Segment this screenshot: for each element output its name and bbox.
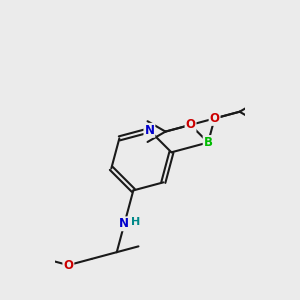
Text: N: N bbox=[144, 124, 154, 137]
Text: O: O bbox=[210, 112, 220, 125]
Text: H: H bbox=[131, 217, 140, 227]
Text: O: O bbox=[63, 259, 74, 272]
Text: B: B bbox=[204, 136, 213, 149]
Text: N: N bbox=[119, 217, 129, 230]
Text: O: O bbox=[185, 118, 196, 131]
